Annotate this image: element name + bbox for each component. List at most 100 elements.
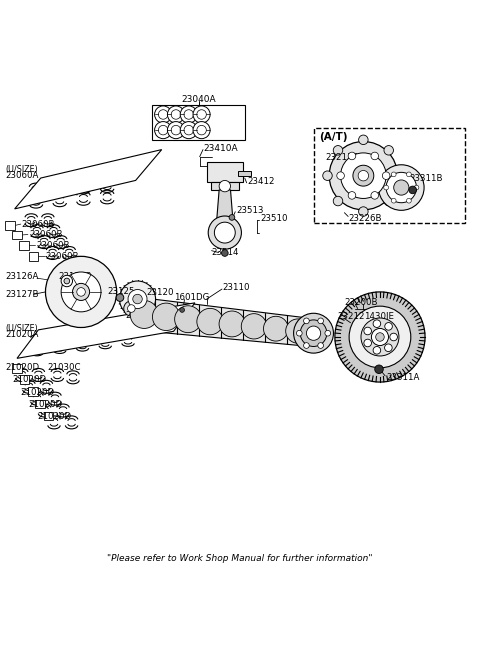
Text: 23124B: 23124B: [59, 272, 92, 281]
Circle shape: [229, 215, 235, 220]
Circle shape: [373, 320, 381, 328]
Text: 23060B: 23060B: [36, 241, 70, 250]
Circle shape: [128, 305, 135, 312]
Circle shape: [335, 292, 425, 382]
Circle shape: [414, 185, 419, 190]
Text: (A/T): (A/T): [319, 132, 348, 141]
Polygon shape: [17, 303, 195, 358]
Bar: [12, 231, 22, 239]
Circle shape: [133, 294, 142, 304]
Circle shape: [221, 250, 228, 256]
Text: 23510: 23510: [260, 214, 288, 223]
Polygon shape: [216, 190, 233, 225]
Circle shape: [180, 106, 197, 123]
Circle shape: [197, 309, 223, 335]
Polygon shape: [133, 297, 309, 346]
Circle shape: [372, 328, 388, 346]
Text: 23060B: 23060B: [22, 219, 55, 229]
Bar: [211, 182, 239, 190]
Text: "Please refer to Work Shop Manual for further information": "Please refer to Work Shop Manual for fu…: [107, 554, 373, 563]
Circle shape: [180, 122, 197, 139]
Circle shape: [303, 343, 309, 348]
Text: 23514: 23514: [212, 248, 239, 257]
Text: 23127B: 23127B: [5, 290, 39, 299]
Circle shape: [371, 192, 379, 199]
Bar: [19, 241, 29, 250]
Text: 21020D: 21020D: [37, 412, 71, 421]
Text: 21020D: 21020D: [12, 375, 47, 384]
Circle shape: [386, 172, 417, 202]
Circle shape: [297, 330, 302, 336]
Bar: [44, 412, 53, 421]
Circle shape: [361, 318, 399, 356]
Circle shape: [364, 328, 372, 335]
Circle shape: [155, 122, 172, 139]
Polygon shape: [14, 149, 162, 209]
Circle shape: [158, 110, 168, 119]
Text: 23410A: 23410A: [203, 143, 238, 153]
Circle shape: [130, 301, 158, 328]
Circle shape: [61, 275, 72, 287]
Circle shape: [337, 172, 344, 179]
Text: 23125: 23125: [107, 288, 135, 297]
Circle shape: [407, 172, 411, 177]
Circle shape: [219, 311, 245, 337]
Text: 23513: 23513: [236, 206, 264, 215]
Circle shape: [394, 180, 409, 195]
Circle shape: [391, 172, 396, 177]
Circle shape: [158, 125, 168, 135]
Circle shape: [286, 319, 310, 343]
Circle shape: [364, 339, 372, 346]
Circle shape: [300, 320, 327, 346]
Circle shape: [353, 165, 374, 186]
Circle shape: [384, 145, 394, 155]
Circle shape: [46, 256, 117, 328]
Text: 23123: 23123: [125, 311, 153, 320]
Circle shape: [348, 152, 356, 160]
Circle shape: [359, 207, 368, 216]
Text: 23212: 23212: [338, 312, 365, 321]
Circle shape: [168, 106, 184, 123]
Circle shape: [197, 125, 206, 135]
Circle shape: [318, 343, 324, 348]
Circle shape: [379, 165, 424, 210]
Circle shape: [407, 198, 411, 203]
Text: 21020D: 21020D: [5, 364, 39, 372]
Circle shape: [358, 170, 369, 181]
Circle shape: [333, 196, 343, 206]
Circle shape: [391, 198, 396, 203]
Text: 21020D: 21020D: [28, 400, 62, 409]
Circle shape: [333, 145, 343, 155]
Circle shape: [373, 346, 381, 354]
Circle shape: [318, 318, 324, 324]
Circle shape: [264, 316, 288, 341]
Circle shape: [184, 110, 193, 119]
Circle shape: [383, 172, 390, 179]
FancyBboxPatch shape: [313, 128, 466, 223]
Text: 23060A: 23060A: [5, 171, 38, 180]
Text: 23311B: 23311B: [409, 174, 443, 183]
Text: 23226B: 23226B: [348, 214, 382, 223]
Text: 23211B: 23211B: [325, 153, 359, 162]
Circle shape: [325, 330, 331, 336]
Circle shape: [124, 301, 139, 316]
Circle shape: [155, 106, 172, 123]
Text: (U/SIZE): (U/SIZE): [5, 324, 38, 333]
Circle shape: [193, 122, 210, 139]
Text: 23126A: 23126A: [5, 272, 38, 281]
Bar: [35, 400, 45, 408]
Circle shape: [180, 308, 184, 312]
Circle shape: [153, 303, 180, 331]
Circle shape: [208, 216, 241, 249]
Circle shape: [384, 185, 388, 190]
Circle shape: [61, 272, 101, 312]
Text: 23200B: 23200B: [344, 298, 378, 307]
Circle shape: [385, 322, 392, 330]
Circle shape: [197, 110, 206, 119]
Text: 21020A: 21020A: [5, 329, 38, 339]
Circle shape: [175, 306, 202, 333]
Circle shape: [376, 333, 384, 341]
Circle shape: [390, 333, 397, 341]
Circle shape: [371, 152, 379, 160]
Text: 23311A: 23311A: [386, 373, 420, 382]
